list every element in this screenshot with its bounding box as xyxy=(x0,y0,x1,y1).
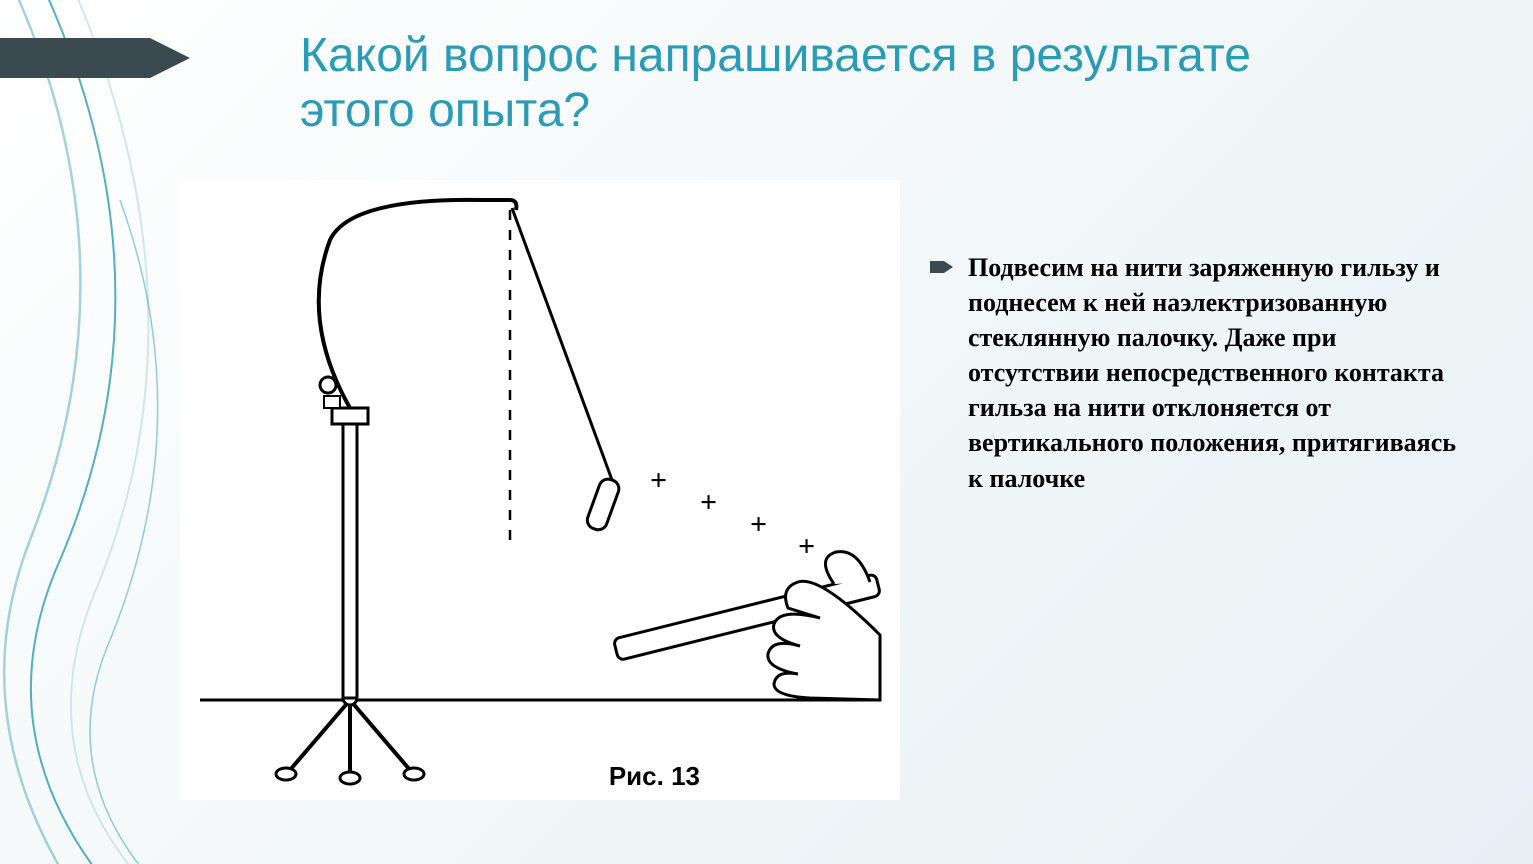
charge-plus-2: + xyxy=(700,486,717,519)
physics-figure: + + + + Рис. 13 xyxy=(180,180,900,800)
body-text-block: Подвесим на нити заряженную гильзу и под… xyxy=(930,180,1470,820)
charge-plus-1: + xyxy=(650,464,667,497)
charge-plus-4: + xyxy=(798,530,815,563)
content-area: + + + + Рис. 13 Подвесим на нити заряжен… xyxy=(180,180,1500,820)
slide-title: Какой вопрос напрашивается в результате … xyxy=(300,28,1350,138)
decorative-arrow-icon xyxy=(0,28,200,88)
body-paragraph: Подвесим на нити заряженную гильзу и под… xyxy=(968,250,1470,496)
figure-caption: Рис. 13 xyxy=(609,761,700,792)
bullet-arrow-icon xyxy=(930,258,954,276)
charge-plus-3: + xyxy=(750,508,767,541)
